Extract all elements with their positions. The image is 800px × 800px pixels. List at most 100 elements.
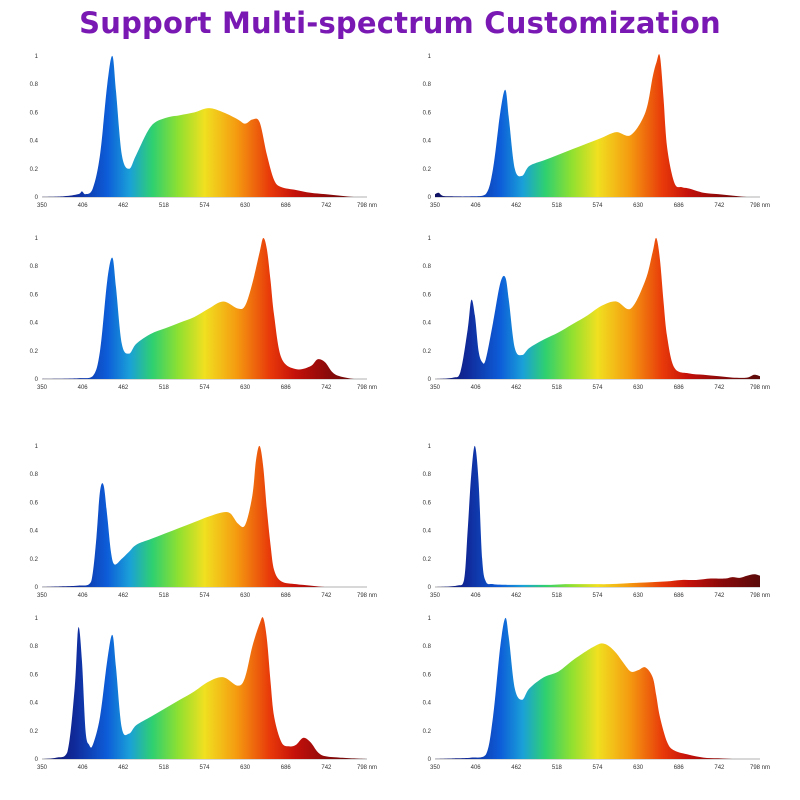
- x-tick-label: 462: [118, 385, 129, 391]
- spectrum-chart-5: 350 406 462 518 574 630 686 742 798 nm 0 0.2 0.4 0.6…: [22, 440, 377, 605]
- spectrum-plot: 350 406 462 518 574 630 686 742 798 nm 0 0.2 0.4 0.6…: [423, 236, 770, 391]
- x-tick-label: 574: [592, 765, 603, 771]
- y-tick-label: 1: [35, 616, 39, 622]
- x-tick-label: 574: [199, 203, 210, 209]
- x-tick-label: 630: [240, 765, 251, 771]
- x-tick-label: 686: [674, 203, 685, 209]
- x-tick-label: 518: [552, 593, 563, 599]
- x-tick-label: 406: [471, 385, 482, 391]
- x-tick-label: 630: [633, 203, 644, 209]
- x-tick-label: 518: [552, 203, 563, 209]
- x-tick-label: 630: [240, 593, 251, 599]
- y-tick-label: 0.8: [30, 82, 39, 88]
- x-tick-label: 798 nm: [357, 203, 377, 209]
- x-tick-label: 742: [714, 385, 725, 391]
- x-tick-label: 350: [430, 203, 441, 209]
- spectrum-area: [42, 55, 367, 197]
- spectrum-plot: 350 406 462 518 574 630 686 742 798 nm 0 0.2 0.4 0.6…: [30, 236, 377, 391]
- y-tick-label: 0.4: [30, 321, 39, 327]
- y-tick-label: 0: [35, 195, 39, 201]
- y-tick-label: 0: [428, 195, 432, 201]
- x-tick-label: 574: [199, 765, 210, 771]
- x-tick-label: 742: [714, 765, 725, 771]
- spectrum-chart-8: 350 406 462 518 574 630 686 742 798 nm 0 0.2 0.4 0.6…: [415, 612, 770, 777]
- spectrum-area: [42, 237, 367, 379]
- x-tick-label: 798 nm: [750, 765, 770, 771]
- spectrum-chart-6: 350 406 462 518 574 630 686 742 798 nm 0 0.2 0.4 0.6…: [415, 440, 770, 605]
- x-tick-label: 742: [321, 385, 332, 391]
- spectrum-area: [435, 54, 760, 198]
- y-tick-label: 0.4: [423, 529, 432, 535]
- y-tick-label: 0.6: [423, 110, 432, 116]
- y-tick-label: 0: [35, 585, 39, 591]
- page-title: Support Multi-spectrum Customization: [79, 6, 721, 40]
- x-tick-label: 630: [633, 765, 644, 771]
- x-tick-label: 518: [159, 593, 170, 599]
- x-tick-label: 518: [159, 765, 170, 771]
- spectrum-area: [435, 445, 760, 587]
- y-tick-label: 1: [428, 54, 432, 60]
- x-tick-label: 406: [78, 203, 89, 209]
- y-tick-label: 0.4: [423, 701, 432, 707]
- x-tick-label: 574: [592, 385, 603, 391]
- y-tick-label: 0.4: [30, 701, 39, 707]
- x-tick-label: 462: [118, 765, 129, 771]
- x-tick-label: 462: [511, 385, 522, 391]
- x-tick-label: 518: [552, 385, 563, 391]
- x-tick-label: 462: [511, 593, 522, 599]
- x-tick-label: 798 nm: [750, 203, 770, 209]
- spectrum-area: [42, 445, 367, 587]
- x-tick-label: 686: [674, 385, 685, 391]
- y-tick-label: 0.6: [423, 500, 432, 506]
- y-tick-label: 0.2: [423, 349, 432, 355]
- spectrum-chart-4: 350 406 462 518 574 630 686 742 798 nm 0 0.2 0.4 0.6…: [415, 232, 770, 397]
- x-tick-label: 462: [118, 203, 129, 209]
- y-tick-label: 0.4: [423, 321, 432, 327]
- spectrum-plot: 350 406 462 518 574 630 686 742 798 nm 0 0.2 0.4 0.6…: [30, 616, 377, 771]
- x-tick-label: 406: [78, 385, 89, 391]
- y-tick-label: 0.2: [30, 557, 39, 563]
- y-tick-label: 0.6: [423, 292, 432, 298]
- spectrum-plot: 350 406 462 518 574 630 686 742 798 nm 0 0.2 0.4 0.6…: [423, 54, 770, 209]
- y-tick-label: 0.6: [423, 672, 432, 678]
- x-tick-label: 798 nm: [357, 593, 377, 599]
- y-tick-label: 0.2: [30, 349, 39, 355]
- spectrum-chart-1: 350 406 462 518 574 630 686 742 798 nm 0 0.2 0.4 0.6…: [22, 50, 377, 215]
- x-tick-label: 350: [37, 593, 48, 599]
- y-tick-label: 0.8: [30, 264, 39, 270]
- y-tick-label: 0: [428, 585, 432, 591]
- x-tick-label: 798 nm: [750, 385, 770, 391]
- x-tick-label: 742: [714, 593, 725, 599]
- spectrum-plot: 350 406 462 518 574 630 686 742 798 nm 0 0.2 0.4 0.6…: [423, 616, 770, 771]
- y-tick-label: 0.2: [30, 167, 39, 173]
- y-tick-label: 0.2: [30, 729, 39, 735]
- y-tick-label: 0.6: [30, 672, 39, 678]
- x-tick-label: 406: [78, 593, 89, 599]
- y-tick-label: 1: [35, 236, 39, 242]
- spectrum-plot: 350 406 462 518 574 630 686 742 798 nm 0 0.2 0.4 0.6…: [30, 54, 377, 209]
- x-tick-label: 742: [321, 593, 332, 599]
- spectrum-chart-7: 350 406 462 518 574 630 686 742 798 nm 0 0.2 0.4 0.6…: [22, 612, 377, 777]
- spectrum-area: [42, 617, 367, 759]
- y-tick-label: 0: [428, 757, 432, 763]
- x-tick-label: 742: [714, 203, 725, 209]
- x-tick-label: 574: [199, 385, 210, 391]
- y-tick-label: 1: [428, 236, 432, 242]
- x-tick-label: 798 nm: [357, 765, 377, 771]
- spectrum-plot: 350 406 462 518 574 630 686 742 798 nm 0 0.2 0.4 0.6…: [30, 444, 377, 599]
- x-tick-label: 574: [199, 593, 210, 599]
- y-tick-label: 1: [35, 444, 39, 450]
- x-tick-label: 462: [511, 203, 522, 209]
- x-tick-label: 406: [471, 765, 482, 771]
- y-tick-label: 0.6: [30, 292, 39, 298]
- spectrum-chart-3: 350 406 462 518 574 630 686 742 798 nm 0 0.2 0.4 0.6…: [22, 232, 377, 397]
- x-tick-label: 574: [592, 593, 603, 599]
- x-tick-label: 462: [118, 593, 129, 599]
- y-tick-label: 0: [35, 377, 39, 383]
- y-tick-label: 1: [428, 444, 432, 450]
- x-tick-label: 630: [633, 385, 644, 391]
- y-tick-label: 0.8: [423, 264, 432, 270]
- x-tick-label: 406: [471, 203, 482, 209]
- y-tick-label: 0: [428, 377, 432, 383]
- x-tick-label: 462: [511, 765, 522, 771]
